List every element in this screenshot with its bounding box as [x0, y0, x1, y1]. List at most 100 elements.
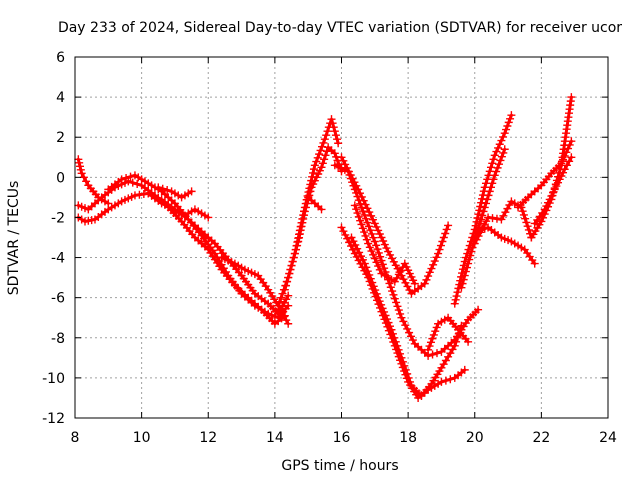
data-point-marker — [523, 222, 532, 231]
data-point-marker — [163, 186, 172, 195]
data-point-marker — [482, 217, 491, 226]
series-trace — [476, 226, 537, 266]
data-point-marker — [319, 138, 328, 147]
data-point-marker — [401, 321, 410, 330]
data-point-marker — [378, 304, 387, 313]
data-point — [424, 345, 433, 354]
data-point-marker — [394, 345, 403, 354]
data-point-marker — [375, 297, 384, 306]
data-point-marker — [363, 267, 372, 276]
data-point — [300, 203, 309, 212]
data-point-marker — [376, 252, 385, 261]
data-point — [360, 259, 369, 268]
data-point-marker — [374, 226, 383, 235]
series-arc-15 — [350, 201, 419, 288]
data-point-marker — [468, 243, 477, 252]
data-point-marker — [351, 240, 360, 249]
data-point-marker — [476, 215, 485, 224]
data-point — [560, 165, 569, 174]
data-point-marker — [128, 178, 137, 187]
data-point-marker — [392, 298, 401, 307]
data-point-marker — [122, 174, 131, 183]
data-point-marker — [343, 163, 352, 172]
data-point — [320, 135, 329, 144]
data-point-marker — [369, 282, 378, 291]
data-point — [460, 365, 469, 374]
data-point — [364, 239, 373, 248]
data-point-marker — [362, 263, 371, 272]
series-arc-21 — [514, 137, 576, 212]
data-point-marker — [330, 127, 339, 136]
data-point — [507, 111, 516, 120]
data-point-marker — [451, 295, 460, 304]
series-arc-3 — [104, 171, 293, 318]
data-point-marker — [357, 252, 366, 261]
data-point — [330, 149, 339, 158]
data-point-marker — [436, 241, 445, 250]
data-point-marker — [344, 167, 353, 176]
data-point-marker — [475, 206, 484, 215]
data-point-marker — [492, 167, 501, 176]
data-point — [327, 115, 336, 124]
data-point-marker — [396, 309, 405, 318]
data-point-marker — [365, 243, 374, 252]
y-tick-label: -6 — [51, 291, 65, 307]
data-point-marker — [367, 211, 376, 220]
data-point-marker — [431, 327, 440, 336]
data-point-marker — [353, 209, 362, 218]
x-tick-label: 16 — [333, 430, 351, 446]
data-point-marker — [565, 157, 574, 166]
data-point-marker — [292, 241, 301, 250]
data-point-marker — [315, 150, 324, 159]
data-point-marker — [562, 161, 571, 170]
data-point — [397, 353, 406, 362]
data-point-marker — [499, 148, 508, 157]
data-point-marker — [317, 142, 326, 151]
data-point-marker — [341, 160, 350, 169]
data-point — [434, 249, 443, 258]
data-point-marker — [390, 294, 399, 303]
data-point — [490, 171, 499, 180]
data-point-marker — [429, 330, 438, 339]
data-point-marker — [353, 244, 362, 253]
data-point-marker — [278, 289, 287, 298]
data-point-marker — [391, 337, 400, 346]
data-point-marker — [339, 227, 348, 236]
data-point-marker — [75, 158, 84, 167]
data-point — [490, 151, 499, 160]
data-point-marker — [158, 184, 167, 193]
data-point — [187, 187, 196, 196]
data-point-marker — [521, 214, 530, 223]
data-point-marker — [366, 274, 375, 283]
data-point-marker — [441, 376, 450, 385]
data-point-marker — [403, 324, 412, 333]
data-point-marker — [393, 302, 402, 311]
data-point-marker — [389, 290, 398, 299]
data-point-marker — [442, 225, 451, 234]
data-point-marker — [383, 315, 392, 324]
data-point-marker — [297, 218, 306, 227]
data-point-marker — [361, 231, 370, 240]
data-point-marker — [497, 152, 506, 161]
data-point-marker — [478, 224, 487, 233]
data-point — [317, 163, 326, 172]
data-point-marker — [384, 318, 393, 327]
data-point-marker — [502, 125, 511, 134]
y-tick-label: -4 — [51, 251, 65, 267]
data-point — [457, 321, 466, 330]
data-point — [204, 213, 213, 222]
data-point-marker — [352, 181, 361, 190]
data-point-marker — [385, 322, 394, 331]
data-point-marker — [357, 220, 366, 229]
data-point-marker — [374, 262, 383, 271]
data-point-marker — [359, 196, 368, 205]
y-tick-label: -8 — [51, 331, 65, 347]
data-point-marker — [352, 252, 361, 261]
data-point — [350, 201, 359, 210]
data-point-marker — [361, 214, 370, 223]
x-axis-label: GPS time / hours — [281, 458, 398, 474]
data-point-marker — [394, 306, 403, 315]
y-tick-label: 2 — [56, 130, 65, 146]
x-tick-label: 18 — [399, 430, 417, 446]
